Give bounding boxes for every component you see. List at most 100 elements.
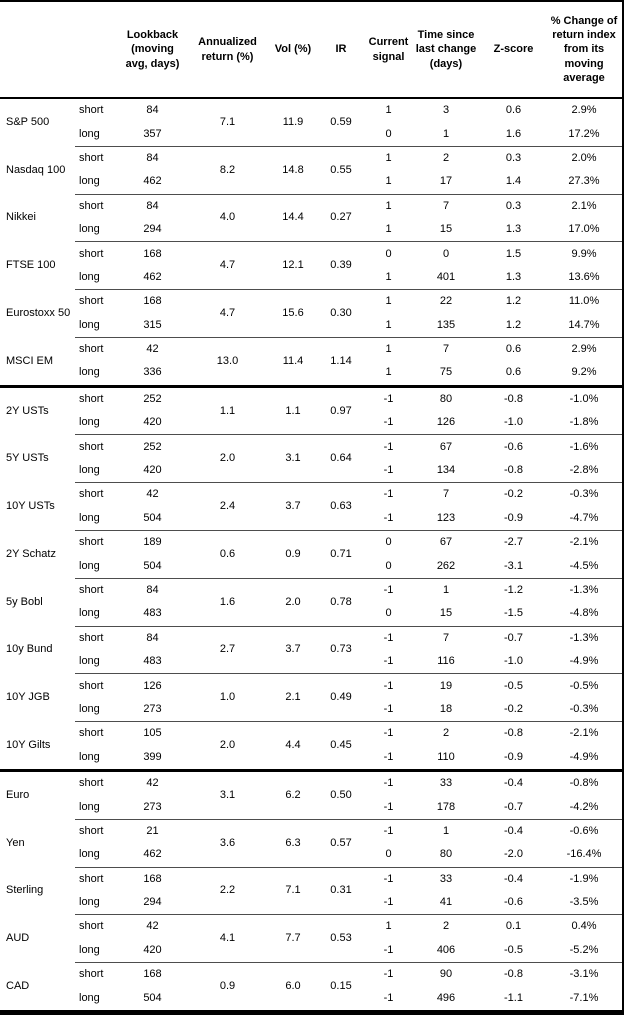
cell-zscore-aud-short: 0.1 bbox=[481, 914, 546, 939]
cell-pct-change-nasdaq-100-long: 27.3% bbox=[568, 175, 600, 188]
cell-time-since-change-10y-gilts-short: 2 bbox=[411, 721, 481, 746]
cell-annualized-return-10y-jgb: 1.0 bbox=[185, 673, 270, 722]
cell-lookback-yen-short: 21 bbox=[120, 818, 185, 844]
cell-annualized-return-msci-em: 13.0 bbox=[185, 336, 270, 387]
cell-time-since-change-nikkei-long: 15 bbox=[439, 223, 453, 236]
cell-ir-5y-usts: 0.64 bbox=[316, 434, 366, 483]
cell-leg-euro-short: short bbox=[75, 768, 120, 796]
cell-annualized-return-2y-usts: 1.1 bbox=[185, 384, 270, 435]
cell-vol-yen: 6.3 bbox=[270, 818, 316, 867]
cell-lookback-10y-gilts-short: 105 bbox=[120, 721, 185, 746]
cell-time-since-change-msci-em-short: 7 bbox=[411, 336, 481, 362]
cell-time-since-change-2y-schatz-short: 67 bbox=[411, 530, 481, 555]
cell-zscore-yen-long: -2.0 bbox=[504, 848, 523, 861]
cell-leg-5y-bobl-short: short bbox=[75, 577, 120, 603]
cell-pct-change-10y-usts-short: -0.3% bbox=[546, 482, 623, 507]
cell-signal-euro-short: -1 bbox=[366, 768, 411, 796]
col-header-pct: % Change of return index from its moving… bbox=[546, 1, 623, 99]
cell-zscore-5y-usts-long: -0.8 bbox=[504, 464, 523, 477]
cell-zscore-eurostoxx-50-short: 1.2 bbox=[481, 289, 546, 314]
cell-lookback-cad-long: 504 bbox=[143, 991, 162, 1004]
asset-name-euro: Euro bbox=[0, 768, 75, 820]
cell-zscore-2y-schatz-long: -3.1 bbox=[504, 559, 523, 572]
row-msci-em-short: MSCI EM short 42 13.0 11.4 1.14 1 7 0.6 2.9% bbox=[0, 336, 623, 387]
asset-name-msci-em: MSCI EM bbox=[6, 354, 54, 367]
cell-pct-change-2y-schatz-long: -4.5% bbox=[569, 559, 599, 572]
cell-zscore-10y-bund-short: -0.7 bbox=[481, 625, 546, 650]
cell-signal-nikkei-long: 1 bbox=[385, 223, 392, 236]
cell-signal-2y-usts-long: -1 bbox=[383, 416, 394, 429]
cell-time-since-change-10y-gilts-long: 110 bbox=[437, 750, 455, 763]
cell-time-since-change-yen-short: 1 bbox=[411, 818, 481, 844]
cell-leg-10y-usts-long: long bbox=[79, 511, 100, 524]
cell-zscore-2y-usts-long: -1.0 bbox=[504, 416, 523, 429]
cell-leg-yen-long: long bbox=[79, 848, 100, 861]
cell-pct-change-msci-em-short: 2.9% bbox=[546, 336, 623, 362]
asset-name-nikkei: Nikkei bbox=[6, 211, 36, 224]
row-s-p-500-short: S&P 500 short 84 7.1 11.9 0.59 1 3 0.6 2.9% bbox=[0, 98, 623, 128]
cell-ir-2y-schatz: 0.71 bbox=[316, 530, 366, 579]
cell-leg-nikkei-long: long bbox=[79, 223, 100, 236]
cell-time-since-change-5y-usts-long: 134 bbox=[436, 464, 456, 477]
cell-leg-2y-usts-short: short bbox=[75, 384, 120, 412]
cell-zscore-nasdaq-100-short: 0.3 bbox=[481, 145, 546, 171]
cell-ir-s-p-500: 0.59 bbox=[330, 115, 352, 128]
col-header-signal: Current signal bbox=[366, 1, 411, 99]
cell-lookback-5y-usts-short: 252 bbox=[120, 434, 185, 459]
cell-signal-2y-schatz-long: 0 bbox=[385, 559, 392, 572]
cell-signal-msci-em-short: 1 bbox=[366, 336, 411, 362]
cell-time-since-change-nasdaq-100-long: 17 bbox=[439, 175, 453, 188]
col-header-vol: Vol (%) bbox=[270, 1, 316, 99]
cell-signal-5y-bobl-long: 0 bbox=[385, 607, 392, 620]
cell-time-since-change-eurostoxx-50-long: 135 bbox=[436, 318, 456, 331]
cell-annualized-return-euro: 3.1 bbox=[185, 768, 270, 820]
cell-leg-s-p-500-long: long bbox=[79, 127, 100, 140]
cell-lookback-eurostoxx-50-short: 168 bbox=[120, 289, 185, 314]
col-header-blank-leg bbox=[75, 1, 120, 99]
cell-signal-aud-short: 1 bbox=[366, 914, 411, 939]
cell-pct-change-ftse-100-long: 13.6% bbox=[568, 270, 600, 283]
cell-pct-change-10y-jgb-long: -0.3% bbox=[569, 702, 599, 715]
cell-leg-10y-jgb-long: long bbox=[79, 702, 100, 715]
cell-ir-yen: 0.57 bbox=[316, 818, 366, 867]
cell-time-since-change-10y-jgb-long: 18 bbox=[439, 702, 453, 715]
cell-pct-change-5y-bobl-long: -4.8% bbox=[569, 607, 599, 620]
cell-zscore-nikkei-long: 1.3 bbox=[505, 223, 522, 236]
col-header-lookback: Lookback (moving avg, days) bbox=[120, 1, 185, 99]
cell-leg-10y-bund-short: short bbox=[75, 625, 120, 650]
cell-lookback-5y-bobl-short: 84 bbox=[120, 577, 185, 603]
row-10y-jgb-short: 10Y JGB short 126 1.0 2.1 0.49 -1 19 -0.5 -0.5% bbox=[0, 673, 623, 722]
cell-leg-eurostoxx-50-short: short bbox=[75, 289, 120, 314]
cell-lookback-2y-usts-short: 252 bbox=[120, 384, 185, 412]
cell-lookback-nasdaq-100-short: 84 bbox=[120, 145, 185, 171]
cell-leg-5y-usts-long: long bbox=[79, 464, 100, 477]
cell-leg-ftse-100-short: short bbox=[75, 241, 120, 266]
cell-vol-10y-usts: 3.7 bbox=[270, 482, 316, 531]
cell-pct-change-aud-short: 0.4% bbox=[546, 914, 623, 939]
cell-annualized-return-ftse-100: 4.7 bbox=[185, 241, 270, 290]
row-eurostoxx-50-long: long 315 1 135 1.2 14.7% bbox=[0, 314, 623, 338]
asset-name-2y-usts: 2Y USTs bbox=[0, 384, 75, 435]
asset-name-aud: AUD bbox=[6, 932, 30, 945]
row-2y-usts-short: 2Y USTs short 252 1.1 1.1 0.97 -1 80 -0.8 -1.0% bbox=[0, 384, 623, 435]
cell-zscore-euro-short: -0.4 bbox=[481, 768, 546, 796]
cell-time-since-change-aud-long: 406 bbox=[436, 943, 456, 956]
cell-lookback-nasdaq-100-long: 462 bbox=[143, 175, 162, 188]
row-nikkei-long: long 294 1 15 1.3 17.0% bbox=[0, 218, 623, 242]
cell-leg-s-p-500-short: short bbox=[79, 104, 104, 117]
cell-leg-msci-em-long: long bbox=[79, 366, 100, 379]
cell-pct-change-nikkei-long: 17.0% bbox=[568, 223, 600, 236]
asset-name-5y-usts: 5Y USTs bbox=[6, 452, 49, 465]
cell-pct-change-eurostoxx-50-short: 11.0% bbox=[546, 289, 623, 314]
cell-time-since-change-sterling-short: 33 bbox=[411, 866, 481, 891]
cell-leg-sterling-short: short bbox=[75, 866, 120, 891]
cell-pct-change-5y-usts-long: -2.8% bbox=[569, 464, 599, 477]
cell-lookback-eurostoxx-50-long: 315 bbox=[143, 318, 162, 331]
cell-time-since-change-euro-short: 33 bbox=[411, 768, 481, 796]
cell-signal-5y-usts-long: -1 bbox=[383, 464, 394, 477]
cell-signal-10y-usts-short: -1 bbox=[366, 482, 411, 507]
cell-vol-eurostoxx-50: 15.6 bbox=[270, 289, 316, 338]
cell-lookback-ftse-100-long: 462 bbox=[143, 270, 162, 283]
cell-lookback-aud-short: 42 bbox=[120, 914, 185, 939]
cell-signal-10y-jgb-short: -1 bbox=[366, 673, 411, 698]
